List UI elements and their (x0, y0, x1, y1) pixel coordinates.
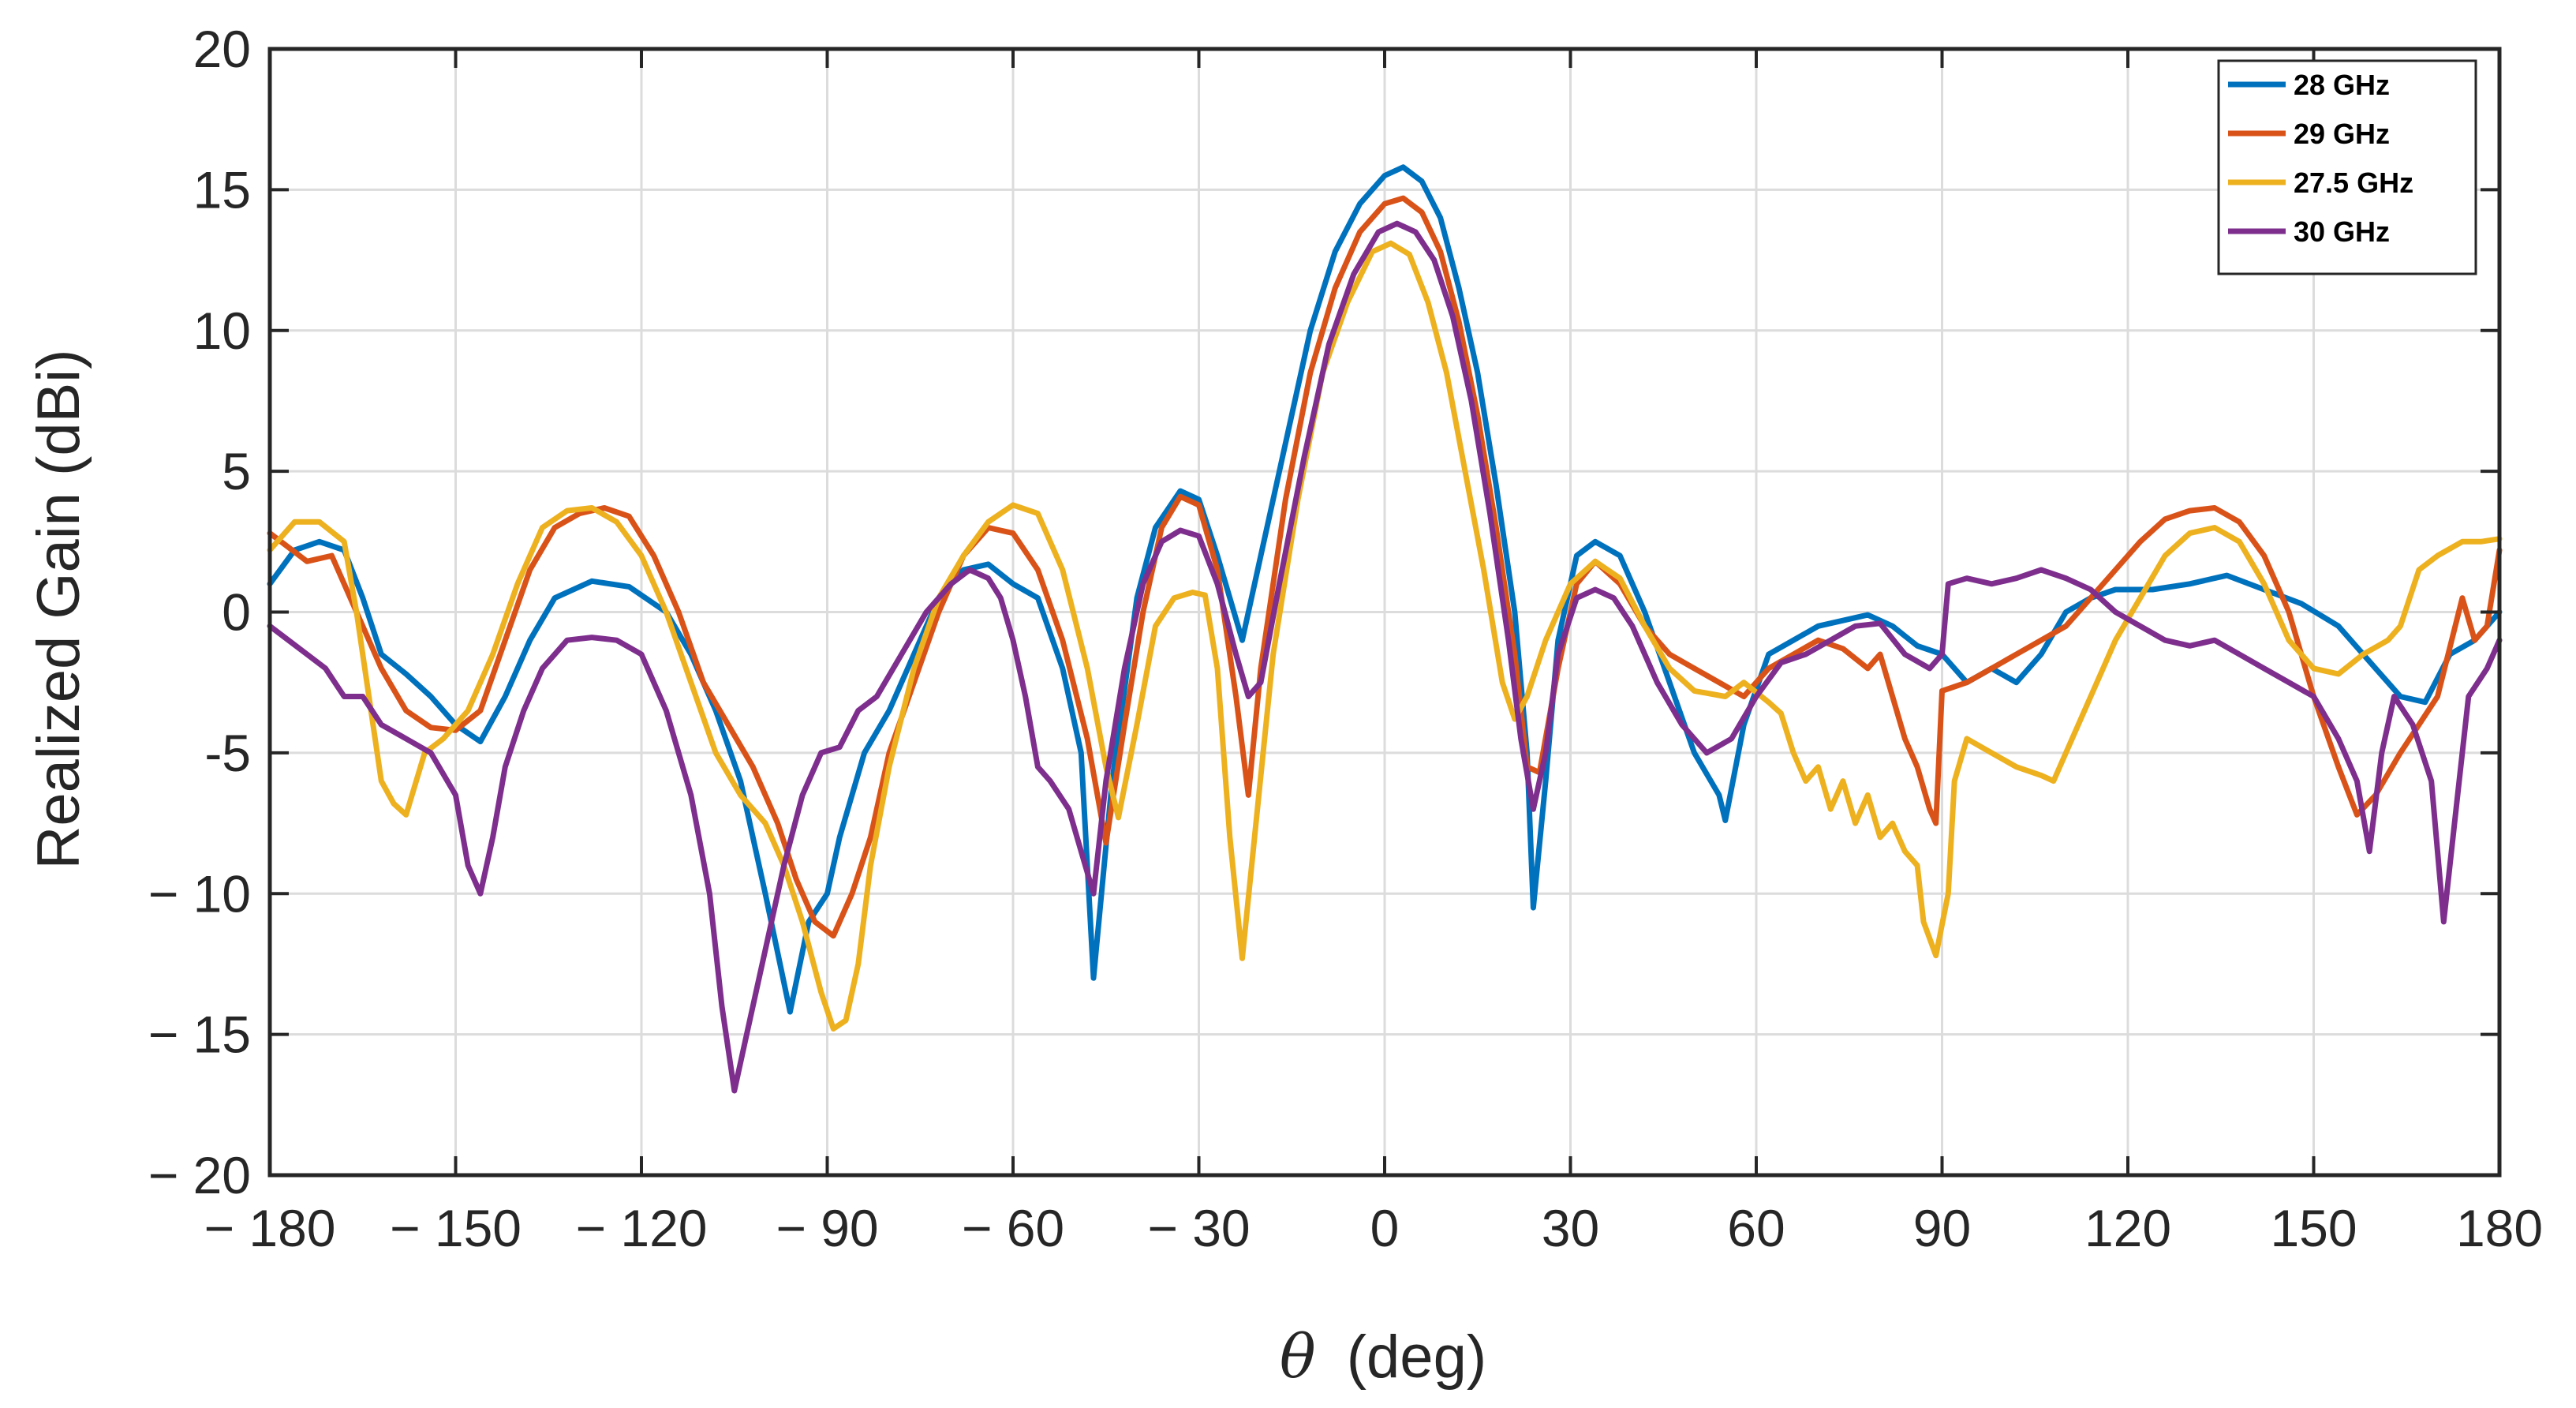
x-tick-label: − 120 (576, 1199, 708, 1257)
y-tick-label: − 15 (148, 1005, 251, 1064)
y-tick-label: -5 (204, 724, 251, 782)
legend-label-28-ghz: 28 GHz (2294, 69, 2390, 101)
series-line-30-ghz (267, 220, 2503, 1094)
y-tick-label: 5 (222, 442, 251, 500)
x-tick-label: 150 (2270, 1199, 2357, 1257)
x-tick-label: 180 (2456, 1199, 2543, 1257)
legend-label-30-ghz: 30 GHz (2294, 215, 2390, 248)
y-axis-label: Realized Gain (dBi) (25, 350, 92, 870)
series-line-29-ghz (267, 195, 2503, 939)
y-tick-label: − 10 (148, 864, 251, 923)
y-tick-labels: 20 15 10 5 0 -5 − 10 − 15 − 20 (148, 20, 251, 1204)
legend-items: 28 GHz 29 GHz 27.5 GHz 30 GHz (2228, 69, 2413, 248)
legend-label-29-ghz: 29 GHz (2294, 118, 2390, 150)
x-tick-label: − 90 (776, 1199, 878, 1257)
series-group (267, 164, 2503, 1094)
ticks (268, 47, 2501, 1177)
x-axis-symbol: θ (1280, 1321, 1316, 1391)
x-tick-label: 120 (2084, 1199, 2171, 1257)
y-tick-label: 0 (222, 583, 251, 642)
series-line-28-ghz (267, 164, 2503, 1015)
y-tick-label: 20 (193, 20, 251, 78)
x-tick-label: − 30 (1147, 1199, 1250, 1257)
x-tick-label: 0 (1370, 1199, 1400, 1257)
x-tick-label: 30 (1542, 1199, 1599, 1257)
legend[interactable]: 28 GHz 29 GHz 27.5 GHz 30 GHz (2217, 59, 2477, 275)
y-tick-label: 10 (193, 301, 251, 360)
x-tick-label: − 60 (962, 1199, 1064, 1257)
series-line-27-5-ghz (267, 240, 2503, 1032)
x-tick-label: − 150 (390, 1199, 522, 1257)
y-tick-label: 15 (193, 160, 251, 219)
x-tick-labels: − 180 − 150 − 120 − 90 − 60 − 30 0 30 60 90 120 150… (204, 1199, 2544, 1257)
x-axis-label: θ (deg) (1280, 1321, 1486, 1391)
x-tick-label: 90 (1913, 1199, 1971, 1257)
y-tick-label: − 20 (148, 1146, 251, 1204)
x-axis-label-text: (deg) (1347, 1324, 1486, 1391)
x-tick-label: 60 (1727, 1199, 1785, 1257)
legend-box (2217, 59, 2477, 275)
x-tick-label: − 180 (204, 1199, 336, 1257)
legend-label-27-5-ghz: 27.5 GHz (2294, 167, 2413, 199)
